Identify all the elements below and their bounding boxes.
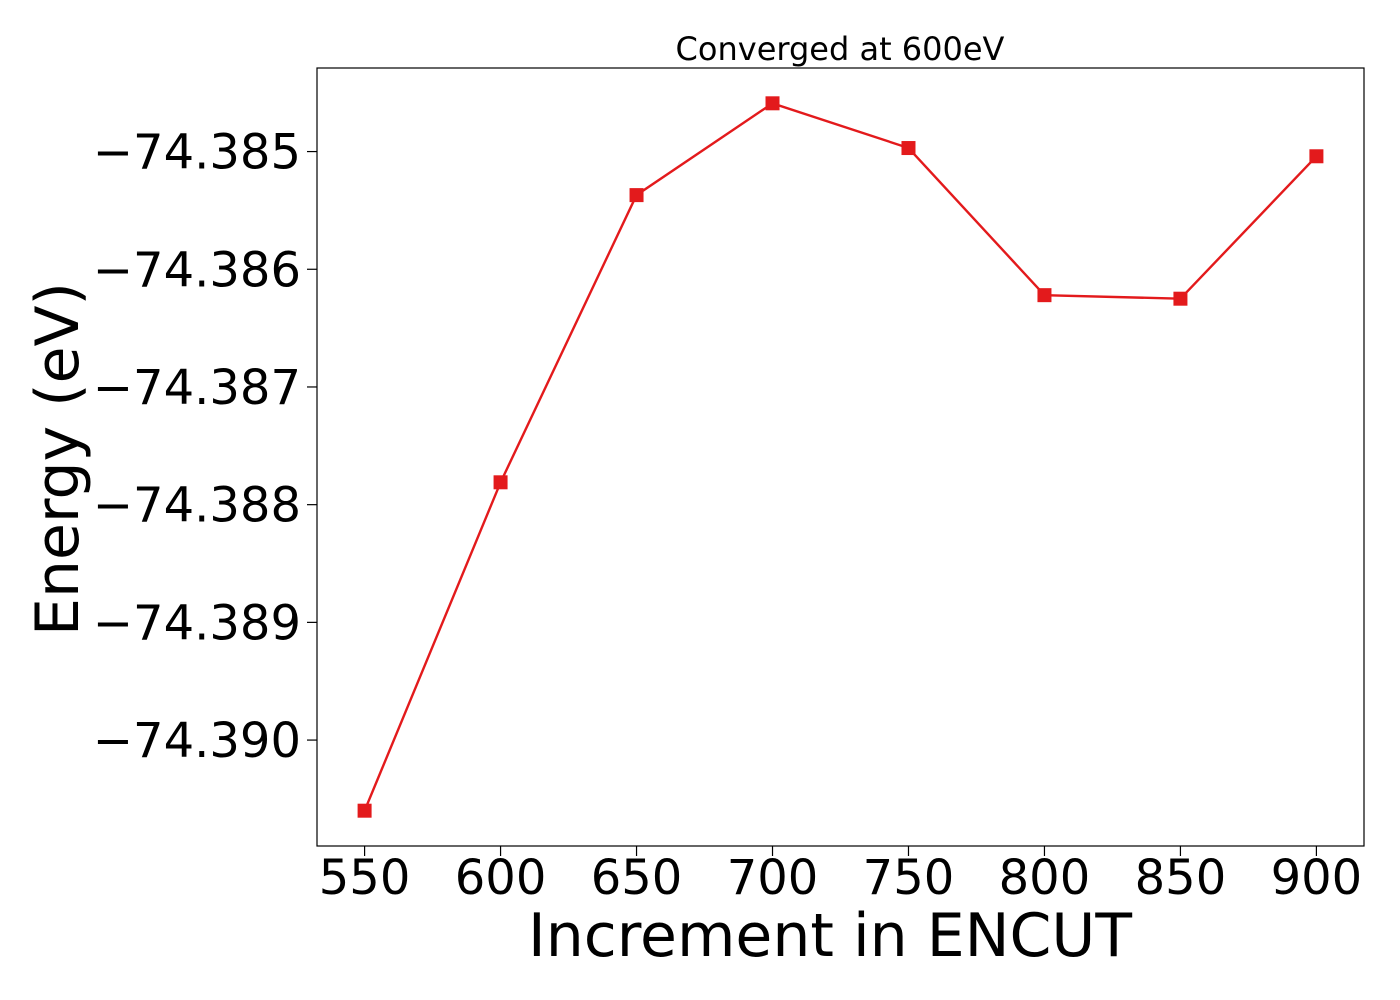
y-tick-label: −74.387	[93, 360, 301, 416]
x-tick-label: 550	[319, 850, 411, 906]
y-tick-label: −74.385	[93, 125, 301, 181]
y-tick-label: −74.386	[93, 242, 301, 298]
data-point	[1173, 291, 1188, 306]
y-axis-ticks: −74.390 −74.389 −74.388 −74.387 −74.386 −74.3…	[93, 125, 317, 769]
y-tick-label: −74.388	[93, 478, 301, 534]
data-point	[357, 803, 372, 818]
series-line	[363, 101, 1318, 812]
x-tick-label: 850	[1135, 850, 1227, 906]
x-tick-label: 800	[999, 850, 1091, 906]
x-axis-ticks: 550 600 650 700 750 800 850 900	[319, 846, 1362, 906]
x-tick-label: 750	[863, 850, 955, 906]
plot-frame	[316, 67, 1365, 847]
y-tick-label: −74.389	[93, 595, 301, 651]
x-tick-label: 600	[455, 850, 547, 906]
data-point	[1037, 288, 1052, 303]
data-point	[1309, 149, 1324, 164]
x-axis-label: Increment in ENCUT	[528, 901, 1132, 971]
y-axis-label: Energy (eV)	[23, 282, 93, 636]
x-tick-label: 650	[591, 850, 683, 906]
data-point	[765, 96, 780, 111]
series-layer	[357, 96, 1324, 818]
x-tick-label: 900	[1271, 850, 1363, 906]
x-tick-label: 700	[727, 850, 819, 906]
chart-title: Converged at 600eV	[676, 30, 1005, 68]
data-point	[629, 188, 644, 203]
data-point	[493, 475, 508, 490]
y-tick-label: −74.390	[93, 713, 301, 769]
data-point	[901, 141, 916, 156]
